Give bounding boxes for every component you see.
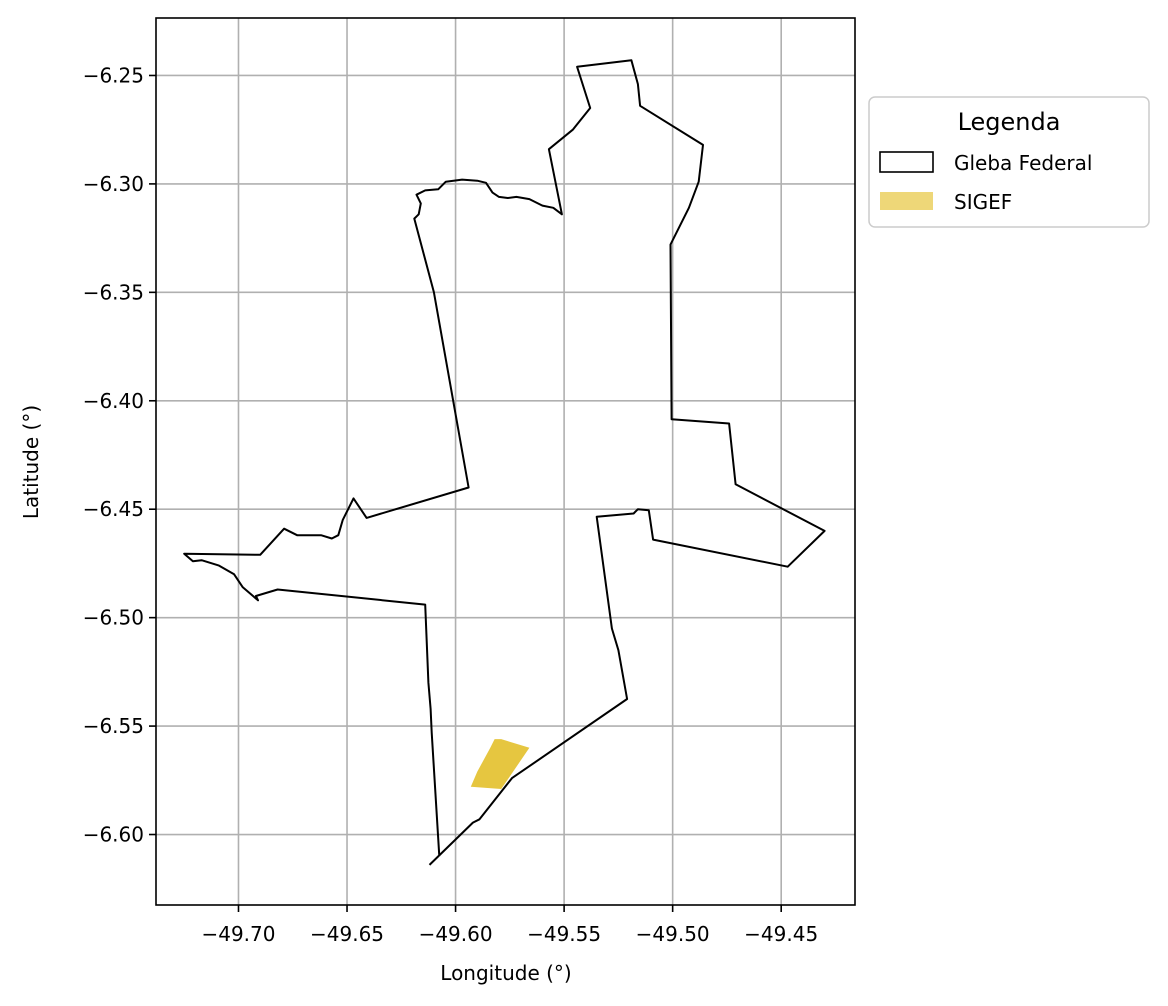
y-tick-label: −6.40 — [83, 389, 144, 413]
legend-swatch-sigef — [880, 192, 933, 210]
y-axis-label: Latitude (°) — [19, 405, 43, 519]
x-tick-label: −49.50 — [636, 922, 710, 946]
y-tick-label: −6.45 — [83, 497, 144, 521]
x-tick-label: −49.60 — [419, 922, 493, 946]
legend-title: Legenda — [958, 108, 1061, 136]
y-tick-label: −6.50 — [83, 606, 144, 630]
legend-label-gleba-federal: Gleba Federal — [954, 151, 1092, 175]
x-tick-label: −49.65 — [310, 922, 384, 946]
legend-label-sigef: SIGEF — [954, 190, 1012, 214]
y-axis: −6.25 −6.30 −6.35 −6.40 −6.45 −6.50 −6.55 −6.60 — [83, 63, 156, 847]
x-axis: −49.70 −49.65 −49.60 −49.55 −49.50 −49.45 — [201, 905, 818, 946]
x-axis-label: Longitude (°) — [440, 961, 571, 985]
y-tick-label: −6.25 — [83, 63, 144, 87]
legend: Legenda Gleba Federal SIGEF — [868, 96, 1150, 228]
plot-frame — [155, 17, 856, 906]
x-tick-label: −49.70 — [201, 922, 275, 946]
plot-area — [155, 17, 856, 906]
y-tick-label: −6.30 — [83, 172, 144, 196]
legend-swatch-gleba-federal — [879, 151, 934, 173]
polygon-gleba-federal — [183, 59, 826, 866]
x-tick-label: −49.45 — [744, 922, 818, 946]
x-tick-label: −49.55 — [527, 922, 601, 946]
legend-box — [868, 96, 1150, 228]
grid-lines — [156, 18, 855, 905]
polygon-sigef — [470, 739, 530, 789]
y-tick-label: −6.60 — [83, 823, 144, 847]
y-tick-label: −6.55 — [83, 714, 144, 738]
y-tick-label: −6.35 — [83, 280, 144, 304]
map-shapes — [183, 59, 826, 866]
